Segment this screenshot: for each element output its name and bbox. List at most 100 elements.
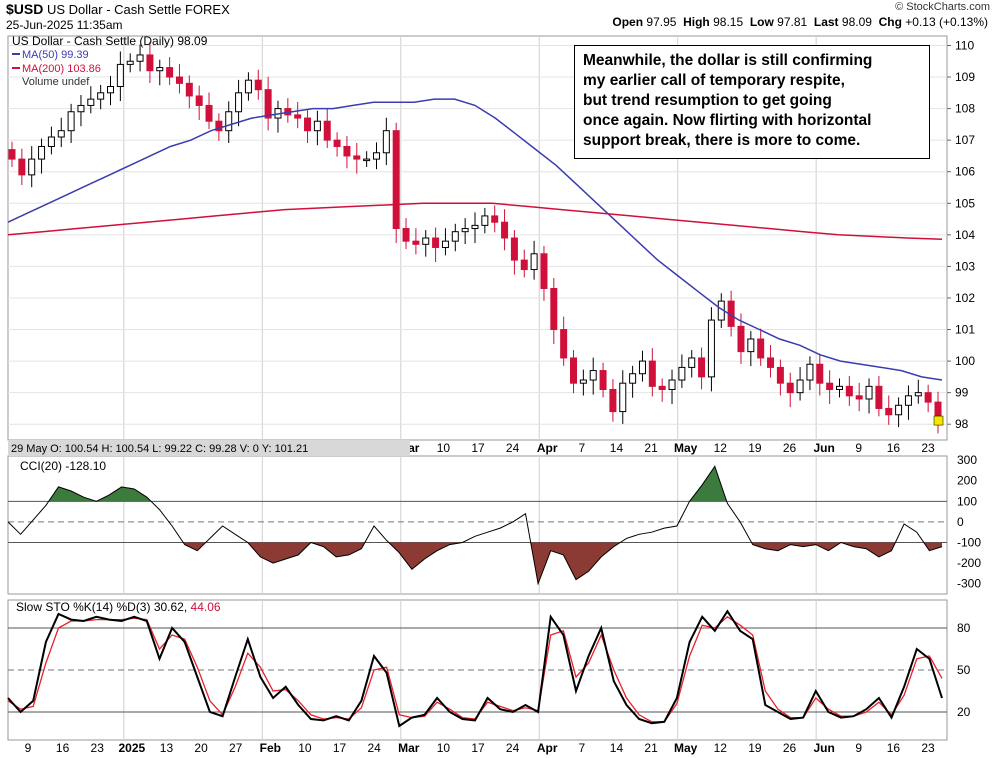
candle-body [87, 98, 95, 106]
candle-body [638, 360, 646, 375]
candle-body [658, 385, 666, 390]
sto-tick-label: 50 [957, 663, 971, 677]
candle-body [313, 120, 321, 132]
candle-body [205, 104, 213, 122]
price-tick-label: 105 [955, 196, 975, 210]
low-value: 97.81 [777, 15, 808, 29]
candle-body [372, 152, 380, 160]
open-label: Open [612, 15, 644, 29]
candle-body [343, 145, 351, 157]
candle-body [570, 357, 578, 384]
candle-body [924, 392, 932, 403]
candle-body [767, 357, 775, 368]
x-tick-label-price: 23 [921, 441, 935, 455]
hover-readout: 29 May O: 100.54 H: 100.54 L: 99.22 C: 9… [11, 443, 308, 455]
candle-body [648, 360, 656, 387]
x-tick-label: 26 [783, 741, 797, 755]
candle-body [264, 89, 272, 119]
x-tick-label: Mar [398, 741, 420, 755]
candle-body [402, 228, 410, 242]
candle-body [865, 385, 873, 400]
legend-main: US Dollar - Cash Settle (Daily) 98.09 [12, 34, 208, 48]
candle-body [530, 253, 538, 271]
price-tick-label: 101 [955, 323, 975, 337]
candle-body [97, 92, 105, 100]
x-tick-label: 21 [644, 741, 658, 755]
cci-tick-label: 200 [957, 474, 977, 488]
candle-body [441, 240, 449, 248]
x-tick-label-price: 7 [579, 441, 586, 455]
candle-body [156, 67, 164, 72]
sto-legend-k: Slow STO %K(14) %D(3) 30.62, [16, 600, 187, 614]
x-tick-label: 24 [367, 741, 381, 755]
candle-body [786, 382, 794, 394]
x-tick-label-price: 14 [610, 441, 624, 455]
annotation-line: but trend resumption to get going [583, 92, 832, 109]
x-tick-label: 23 [921, 741, 935, 755]
candle-body [392, 130, 400, 230]
high-value: 98.15 [713, 15, 744, 29]
candle-body [481, 215, 489, 226]
cci-tick-label: 0 [957, 515, 964, 529]
candle-body [235, 92, 243, 113]
candle-body [185, 82, 193, 97]
x-tick-label: 17 [471, 741, 485, 755]
candle-body [579, 379, 587, 384]
price-tick-label: 98 [955, 417, 969, 431]
candle-body [619, 382, 627, 413]
candle-body [688, 357, 696, 368]
x-tick-label: 13 [160, 741, 174, 755]
chart-header: $USD US Dollar - Cash Settle FOREX 25-Ju… [0, 0, 1004, 34]
hover-readout-bg [8, 440, 410, 456]
candle-body [491, 215, 499, 223]
cci-legend: CCI(20) -128.10 [20, 459, 106, 473]
legend-ma50: MA(50) 99.39 [22, 49, 89, 61]
x-tick-label: 19 [748, 741, 762, 755]
annotation-box: Meanwhile, the dollar is still confirmin… [574, 45, 930, 159]
symbol-title: $USD US Dollar - Cash Settle FOREX [6, 1, 230, 17]
candle-body [806, 363, 814, 381]
x-tick-label-price: Jun [813, 441, 834, 455]
price-tick-label: 102 [955, 291, 975, 305]
candle-body [304, 117, 312, 132]
annotation-line: Meanwhile, the dollar is still confirmin… [583, 52, 873, 69]
candle-body [254, 79, 262, 91]
low-label: Low [749, 15, 774, 29]
price-tick-label: 110 [955, 38, 974, 52]
candle-body [540, 253, 548, 289]
x-tick-label: May [674, 741, 698, 755]
candle-body [698, 357, 706, 378]
candle-body [895, 404, 903, 416]
chg-label: Chg [878, 15, 902, 29]
candle-body [294, 114, 302, 119]
candle-body [175, 76, 183, 84]
candle-body [136, 54, 144, 62]
x-tick-label-price: 9 [855, 441, 862, 455]
cci-tick-label: -100 [957, 536, 981, 550]
cci-oversold-fill [183, 542, 943, 584]
candle-body [146, 54, 154, 72]
symbol: $USD [6, 1, 44, 17]
price-tick-label: 106 [955, 165, 975, 179]
candle-body [609, 389, 617, 413]
panel-frame-1 [7, 455, 948, 595]
last-price-marker [933, 415, 944, 426]
sto-tick-label: 80 [957, 621, 971, 635]
candle-body [107, 86, 115, 94]
cci-overbought-fill [48, 466, 727, 502]
last-value: 98.09 [841, 15, 872, 29]
legend-volume: Volume undef [22, 76, 90, 88]
sto-legend: Slow STO %K(14) %D(3) 30.62, 44.06 [16, 600, 221, 614]
candle-body [885, 407, 893, 416]
candle-body [845, 385, 853, 397]
candle-body [57, 130, 65, 138]
candle-body [412, 240, 420, 245]
cci-tick-label: 300 [957, 453, 977, 467]
last-label: Last [813, 15, 839, 29]
candle-body [599, 370, 607, 390]
copyright: © StockCharts.com [895, 1, 990, 13]
candle-body [333, 139, 341, 147]
x-tick-label: 14 [610, 741, 624, 755]
x-tick-label-price: May [674, 441, 698, 455]
